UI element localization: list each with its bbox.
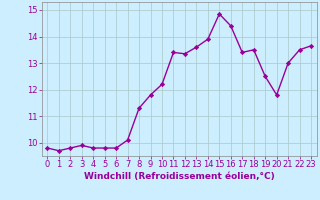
- X-axis label: Windchill (Refroidissement éolien,°C): Windchill (Refroidissement éolien,°C): [84, 172, 275, 181]
